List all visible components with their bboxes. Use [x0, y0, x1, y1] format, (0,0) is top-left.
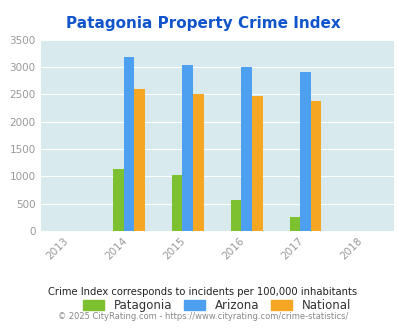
Bar: [134, 89, 145, 231]
Text: © 2025 CityRating.com - https://www.cityrating.com/crime-statistics/: © 2025 CityRating.com - https://www.city…: [58, 312, 347, 321]
Bar: [182, 65, 193, 231]
Bar: [289, 217, 299, 231]
Bar: [299, 72, 310, 231]
Legend: Patagonia, Arizona, National: Patagonia, Arizona, National: [78, 294, 355, 317]
Bar: [241, 68, 252, 231]
Bar: [123, 56, 134, 231]
Text: Patagonia Property Crime Index: Patagonia Property Crime Index: [66, 16, 339, 31]
Bar: [171, 175, 182, 231]
Bar: [193, 94, 203, 231]
Bar: [230, 200, 241, 231]
Bar: [252, 96, 262, 231]
Bar: [113, 169, 123, 231]
Text: Crime Index corresponds to incidents per 100,000 inhabitants: Crime Index corresponds to incidents per…: [48, 287, 357, 297]
Bar: [310, 101, 321, 231]
